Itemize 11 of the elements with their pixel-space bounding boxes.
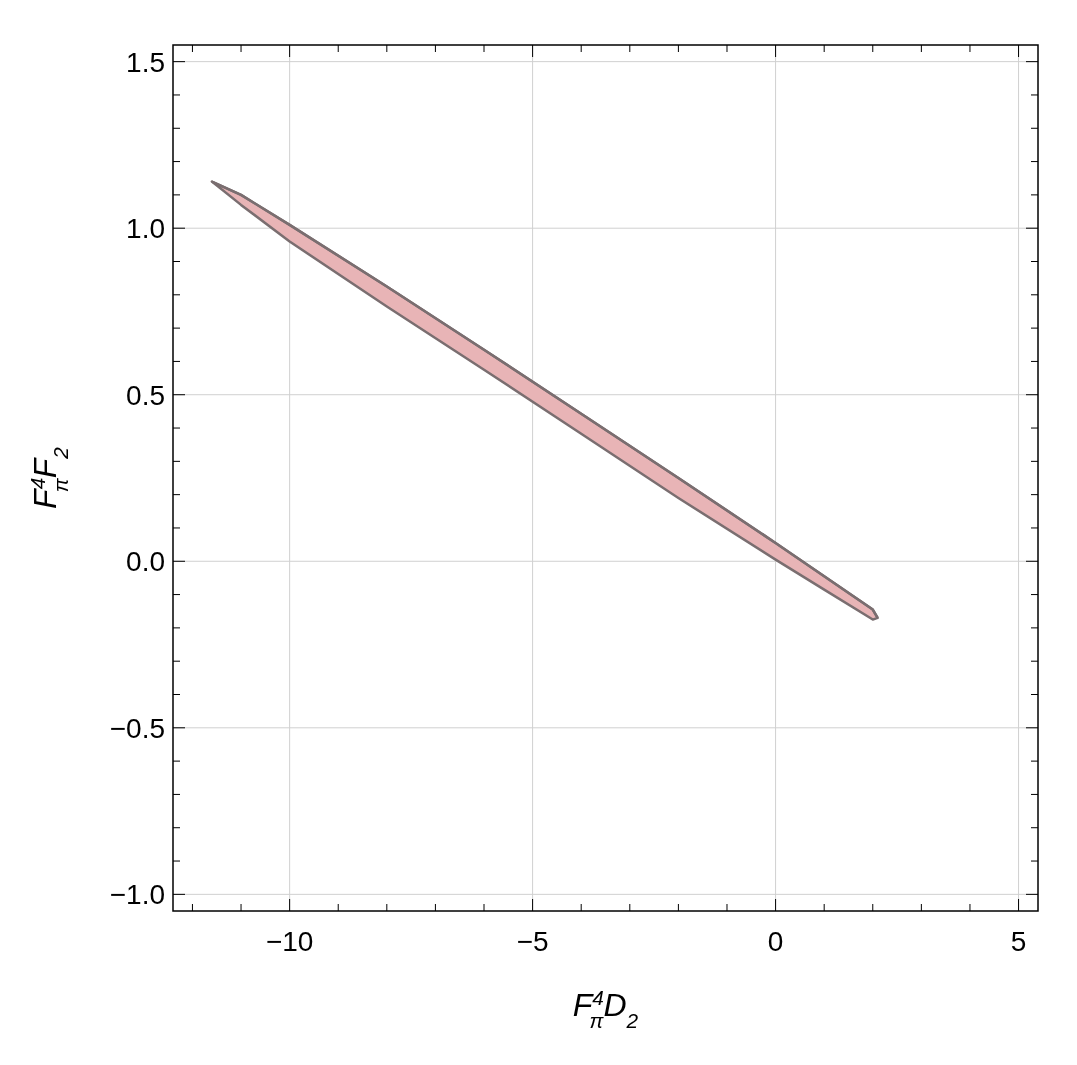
x-axis-title: F$^{4}$$_{π}$D$_{2}$ xyxy=(572,985,639,1032)
x-tick-label: 0 xyxy=(767,926,784,957)
y-tick-label: 0.0 xyxy=(126,546,165,578)
y-tick-label: 0.5 xyxy=(126,379,165,411)
x-tick-label: 5 xyxy=(1010,926,1027,957)
y-tick-label: −0.5 xyxy=(109,712,165,744)
y-tick-label: 1.5 xyxy=(126,46,165,78)
x-tick-label: −5 xyxy=(516,926,549,957)
y-tick-label: 1.0 xyxy=(126,213,165,245)
y-tick-label: −1.0 xyxy=(109,879,165,911)
x-tick-label: −10 xyxy=(265,926,314,957)
